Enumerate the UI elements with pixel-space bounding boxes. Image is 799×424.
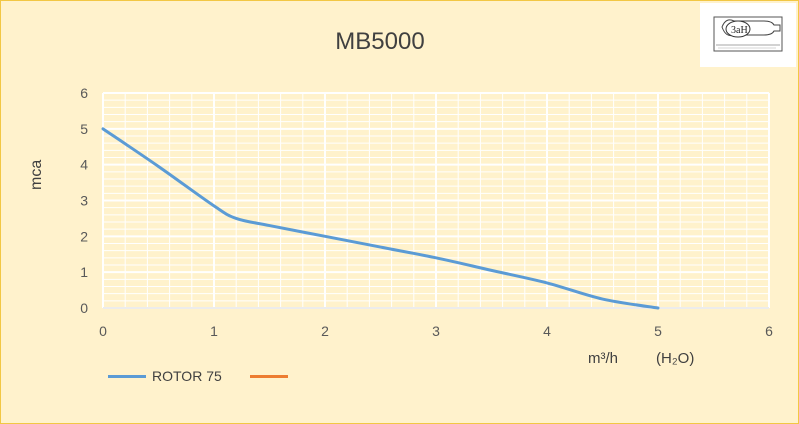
- x-tick-label: 3: [432, 323, 440, 339]
- y-tick-label: 0: [80, 300, 88, 316]
- x-tick-label: 0: [99, 323, 107, 339]
- x-tick-label: 4: [543, 323, 551, 339]
- logo-text: 3aH: [731, 25, 748, 36]
- y-tick-label: 2: [80, 228, 88, 244]
- series-line-0: [101, 127, 660, 310]
- chart-title: MB5000: [335, 28, 425, 55]
- x-axis-unit-label: m³/h: [588, 350, 618, 367]
- x-tick-label: 6: [765, 323, 773, 339]
- y-tick-label: 6: [80, 85, 88, 101]
- y-tick-label: 1: [80, 264, 88, 280]
- legend-swatch-series-2: [249, 374, 288, 378]
- y-tick-label: 4: [80, 157, 88, 173]
- y-tick-label: 5: [80, 121, 88, 137]
- x-axis-fluid-label: (H₂O): [656, 350, 695, 367]
- legend-label-rotor-75: ROTOR 75: [152, 368, 222, 384]
- x-tick-label: 2: [321, 323, 329, 339]
- x-tick-label: 5: [654, 323, 662, 339]
- legend-swatch-rotor-75: [108, 374, 146, 378]
- legend: ROTOR 75: [108, 368, 294, 384]
- x-tick-label: 1: [210, 323, 218, 339]
- pump-logo-icon: 3aH: [713, 16, 783, 52]
- y-tick-label: 3: [80, 193, 88, 209]
- company-logo: 3aH: [700, 3, 796, 67]
